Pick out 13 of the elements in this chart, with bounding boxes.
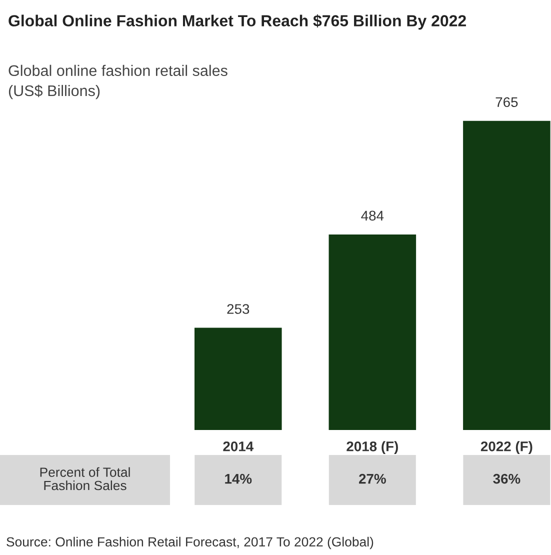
chart-subtitle: Global online fashion retail sales (US$ Billions)	[8, 64, 228, 100]
text: 27%	[358, 474, 386, 484]
text: 14%	[225, 474, 252, 484]
x-tick-label: 2018 (F)	[346, 441, 398, 454]
chart-title: Global Online Fashion Market To Reach $765 Billion By 2022	[8, 14, 466, 30]
x-tick-label: 2014	[223, 441, 254, 452]
data-label: 765	[496, 97, 518, 108]
x-tick-label: 2022 (F)	[480, 441, 532, 454]
source-note: Source: Online Fashion Retail Forecast, 2017 To 2022 (Global)	[6, 536, 374, 550]
text: Percent of Total Fashion Sales	[40, 467, 130, 490]
text: 36%	[493, 474, 520, 484]
data-label: 253	[227, 304, 250, 314]
data-label: 484	[361, 210, 384, 221]
